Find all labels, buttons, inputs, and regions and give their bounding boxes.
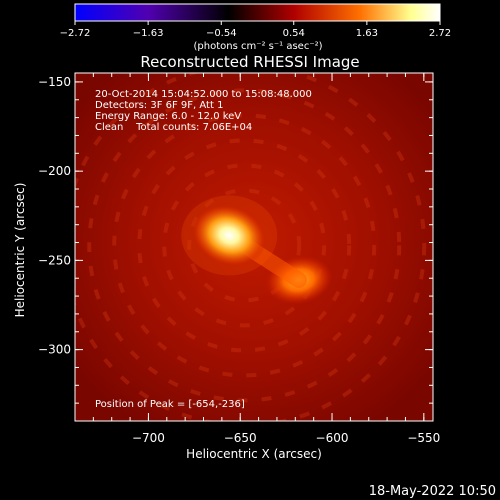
clean-residual-ripples xyxy=(75,73,427,421)
colorbar-tick-label: −2.72 xyxy=(60,28,91,39)
heatmap-image xyxy=(75,73,433,421)
colorbar-tick-label: 2.72 xyxy=(429,28,451,39)
y-tick-label: −150 xyxy=(38,75,71,89)
colorbar-tick-label: 1.63 xyxy=(356,28,378,39)
ripple-ring xyxy=(112,113,377,378)
colorbar-tick-label: −0.54 xyxy=(206,28,237,39)
plot-frame xyxy=(74,72,434,422)
y-tick-label: −300 xyxy=(38,343,71,357)
info-clean-counts: Clean Total counts: 7.06E+04 xyxy=(95,122,252,133)
ripple-ring xyxy=(137,138,352,353)
x-axis-label: Heliocentric X (arcsec) xyxy=(186,447,322,461)
y-tick-label: −250 xyxy=(38,253,71,267)
x-tick-label: −550 xyxy=(407,431,440,445)
ripple-ring xyxy=(87,88,402,403)
colorbar-tick-label: 0.54 xyxy=(283,28,305,39)
x-tick-label: −650 xyxy=(224,431,257,445)
x-tick-label: −600 xyxy=(316,431,349,445)
colorbar xyxy=(74,3,441,22)
colorbar-units-label: (photons cm⁻² s⁻¹ asec⁻²) xyxy=(193,41,322,52)
x-axis: −700 −650 −600 −550 xyxy=(74,73,440,445)
info-energy-range: Energy Range: 6.0 - 12.0 keV xyxy=(95,111,241,122)
peak-position-label: Position of Peak = [-654,-236] xyxy=(95,399,245,410)
y-tick-label: −200 xyxy=(38,164,71,178)
y-axis: −150 −200 −250 −300 xyxy=(38,75,433,422)
colorbar-ticks: −2.72 −1.63 −0.54 0.54 1.63 2.72 xyxy=(60,21,451,39)
observation-info: 20-Oct-2014 15:04:52.000 to 15:08:48.000… xyxy=(95,89,312,133)
ripple-ring xyxy=(162,163,327,328)
y-axis-label: Heliocentric Y (arcsec) xyxy=(13,183,27,318)
x-tick-label: −700 xyxy=(132,431,165,445)
info-detectors: Detectors: 3F 6F 9F, Att 1 xyxy=(95,100,223,111)
ripple-ring xyxy=(75,73,427,421)
colorbar-tick-label: −1.63 xyxy=(133,28,164,39)
footer-timestamp: 18-May-2022 10:50 xyxy=(369,484,496,499)
ripple-ring xyxy=(187,188,302,303)
source-main xyxy=(192,204,267,267)
chart-title: Reconstructed RHESSI Image xyxy=(140,53,359,71)
info-time-range: 20-Oct-2014 15:04:52.000 to 15:08:48.000 xyxy=(95,89,312,100)
